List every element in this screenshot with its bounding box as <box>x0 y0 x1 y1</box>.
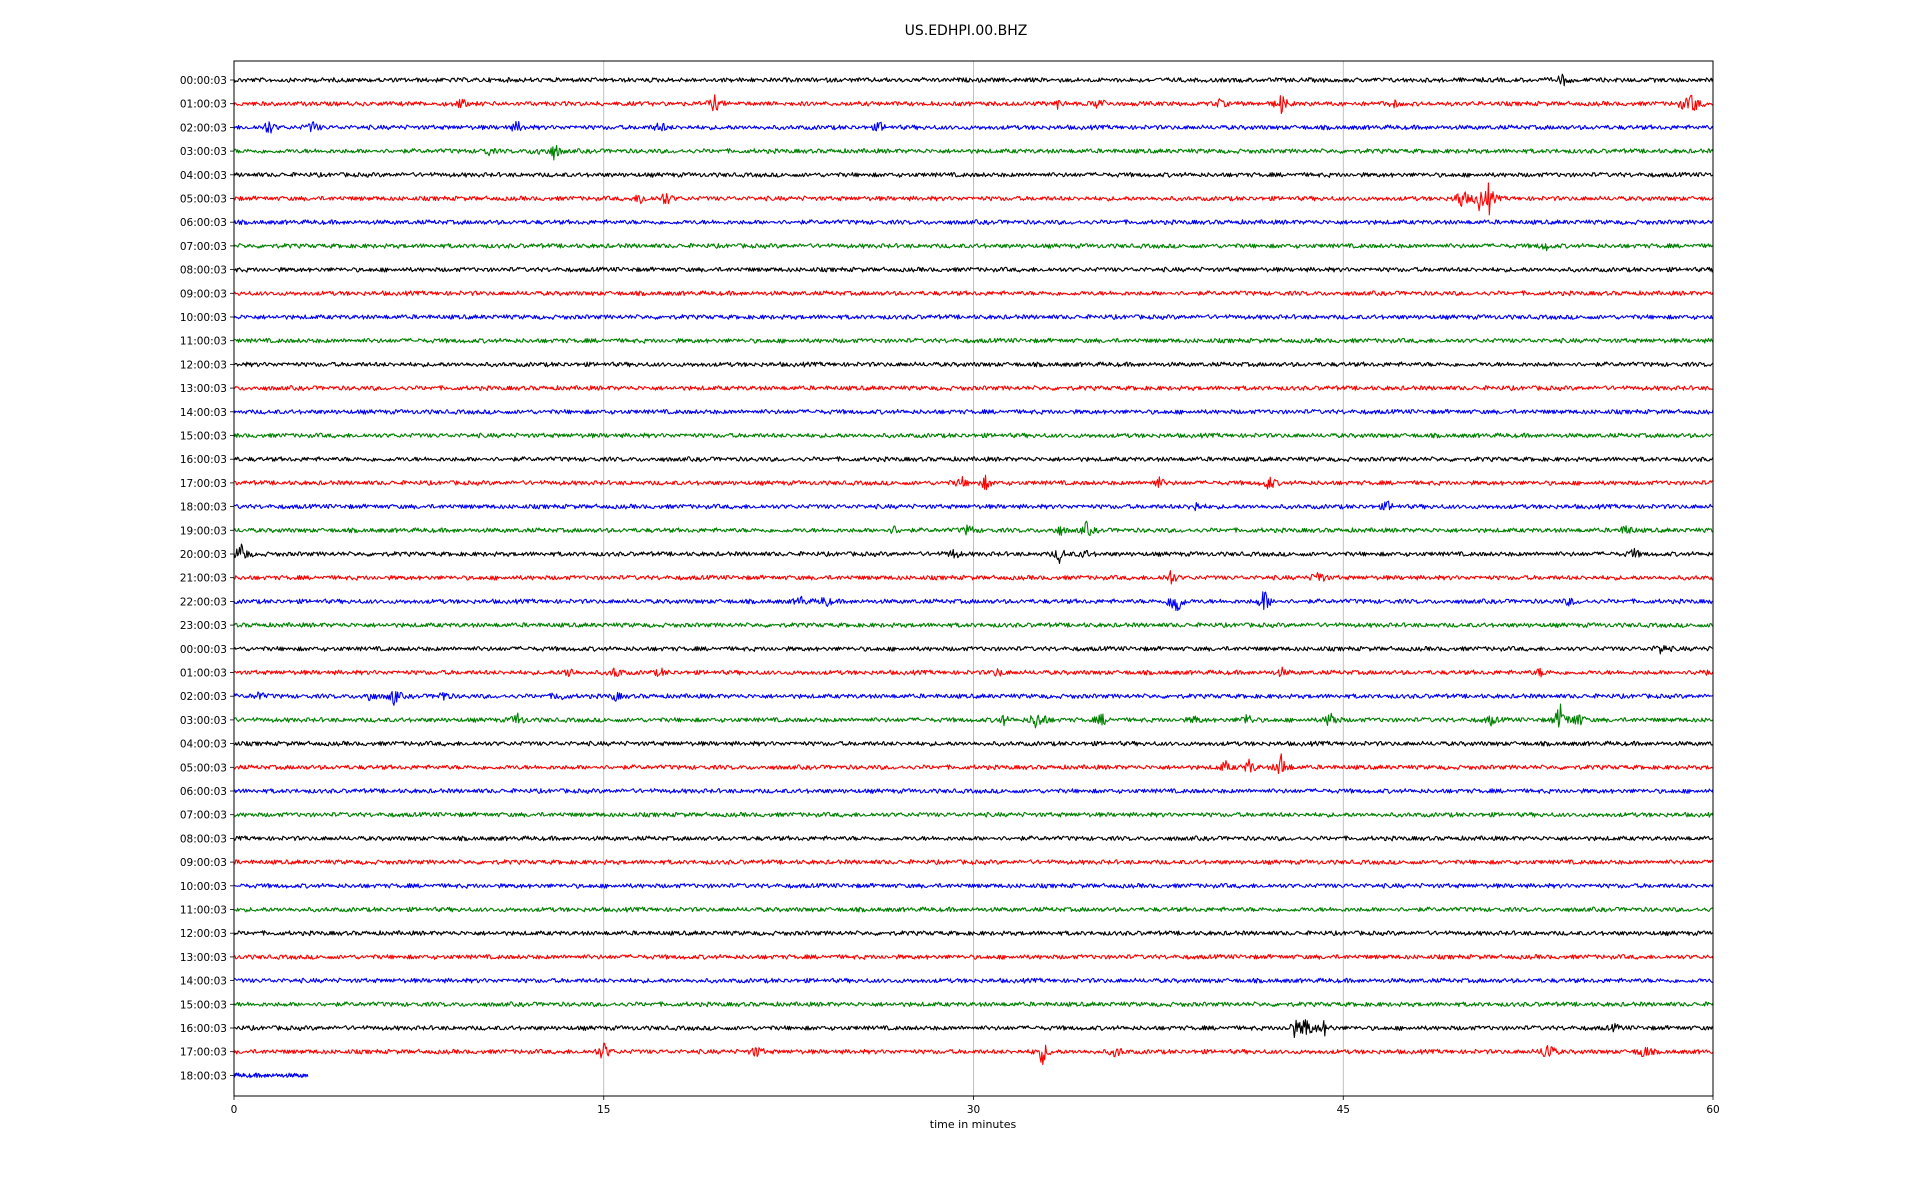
trace-row <box>233 859 1714 866</box>
row-time-label: 02:00:03 <box>180 122 227 134</box>
row-time-label: 14:00:03 <box>180 407 227 419</box>
row-time-label: 23:00:03 <box>180 620 227 632</box>
row-time-label: 16:00:03 <box>180 454 227 466</box>
row-time-label: 13:00:03 <box>180 383 227 395</box>
row-time-label: 12:00:03 <box>180 359 227 371</box>
row-time-label: 00:00:03 <box>180 75 227 87</box>
trace-row <box>233 740 1714 747</box>
row-time-label: 11:00:03 <box>180 336 227 348</box>
row-time-label: 17:00:03 <box>180 1047 227 1059</box>
row-time-label: 08:00:03 <box>180 265 227 277</box>
trace-row <box>233 144 1714 161</box>
row-time-label: 16:00:03 <box>180 1023 227 1035</box>
row-time-label: 04:00:03 <box>180 170 227 182</box>
trace-row <box>233 977 1714 984</box>
trace-row <box>233 474 1714 491</box>
row-time-label: 22:00:03 <box>180 596 227 608</box>
row-time-label: 19:00:03 <box>180 525 227 537</box>
row-time-label: 09:00:03 <box>180 288 227 300</box>
row-time-label: 07:00:03 <box>180 810 227 822</box>
row-time-label: 10:00:03 <box>180 881 227 893</box>
row-time-label: 00:00:03 <box>180 644 227 656</box>
trace-row <box>233 266 1714 273</box>
trace-row <box>233 666 1714 678</box>
trace-row <box>233 500 1714 512</box>
trace-row <box>233 1019 1714 1039</box>
row-time-label: 01:00:03 <box>180 99 227 111</box>
trace-row <box>233 906 1714 913</box>
row-time-label: 15:00:03 <box>180 431 227 443</box>
trace-row <box>233 520 1714 537</box>
x-tick-label: 45 <box>1337 1104 1350 1116</box>
row-time-label: 17:00:03 <box>180 478 227 490</box>
trace-row <box>233 622 1714 629</box>
trace-row <box>233 953 1714 960</box>
x-tick-label: 30 <box>967 1104 980 1116</box>
row-time-label: 03:00:03 <box>180 146 227 158</box>
x-tick-label: 60 <box>1706 1104 1719 1116</box>
trace-row <box>233 314 1714 320</box>
trace-row <box>233 835 1714 842</box>
trace-row <box>233 171 1714 178</box>
trace-row <box>233 690 1714 706</box>
trace-row <box>233 930 1714 937</box>
trace-row <box>233 753 1714 775</box>
row-time-label: 10:00:03 <box>180 312 227 324</box>
trace-row <box>233 1072 309 1079</box>
row-time-label: 12:00:03 <box>180 928 227 940</box>
trace-row <box>233 543 1714 564</box>
trace-row <box>233 408 1714 415</box>
trace-row <box>233 243 1714 252</box>
trace-row <box>234 570 1714 585</box>
trace-row <box>233 1042 1714 1066</box>
x-axis-label: time in minutes <box>930 1118 1017 1131</box>
row-time-label: 11:00:03 <box>180 905 227 917</box>
row-time-label: 01:00:03 <box>180 668 227 680</box>
trace-row <box>233 703 1714 729</box>
trace-row <box>233 73 1714 87</box>
row-time-label: 13:00:03 <box>180 952 227 964</box>
row-labels: 00:00:03 01:00:03 02:00:03 03:00:03 04:00:03… <box>180 75 234 1082</box>
row-time-label: 08:00:03 <box>180 833 227 845</box>
row-time-label: 07:00:03 <box>180 241 227 253</box>
trace-row <box>233 1001 1714 1008</box>
row-time-label: 18:00:03 <box>180 502 227 514</box>
row-time-label: 02:00:03 <box>180 691 227 703</box>
trace-row <box>233 337 1714 344</box>
trace-row <box>233 882 1714 889</box>
trace-row <box>233 361 1714 368</box>
trace-row <box>233 456 1714 463</box>
trace-row <box>233 591 1714 612</box>
x-tick-label: 0 <box>231 1104 238 1116</box>
trace-row <box>233 385 1714 392</box>
trace-row <box>233 94 1714 115</box>
row-time-label: 14:00:03 <box>180 976 227 988</box>
chart-title: US.EDHPI.00.BHZ <box>905 23 1028 39</box>
row-time-label: 09:00:03 <box>180 857 227 869</box>
trace-row <box>233 290 1714 297</box>
trace-row <box>233 182 1714 216</box>
row-time-label: 18:00:03 <box>180 1070 227 1082</box>
trace-row <box>233 811 1714 818</box>
trace-row <box>233 644 1714 655</box>
row-time-label: 15:00:03 <box>180 999 227 1011</box>
row-time-label: 04:00:03 <box>180 739 227 751</box>
trace-row <box>233 120 1714 134</box>
x-axis-ticks: 0 15 30 45 60 <box>231 1096 1720 1116</box>
x-tick-label: 15 <box>597 1104 610 1116</box>
row-time-label: 06:00:03 <box>180 786 227 798</box>
row-time-label: 03:00:03 <box>180 715 227 727</box>
row-time-label: 05:00:03 <box>180 762 227 774</box>
trace-layer <box>233 73 1714 1079</box>
trace-row <box>233 432 1714 439</box>
row-time-label: 20:00:03 <box>180 549 227 561</box>
trace-row <box>233 788 1714 795</box>
row-time-label: 21:00:03 <box>180 573 227 585</box>
trace-row <box>233 219 1714 226</box>
row-time-label: 05:00:03 <box>180 194 227 206</box>
row-time-label: 06:00:03 <box>180 217 227 229</box>
